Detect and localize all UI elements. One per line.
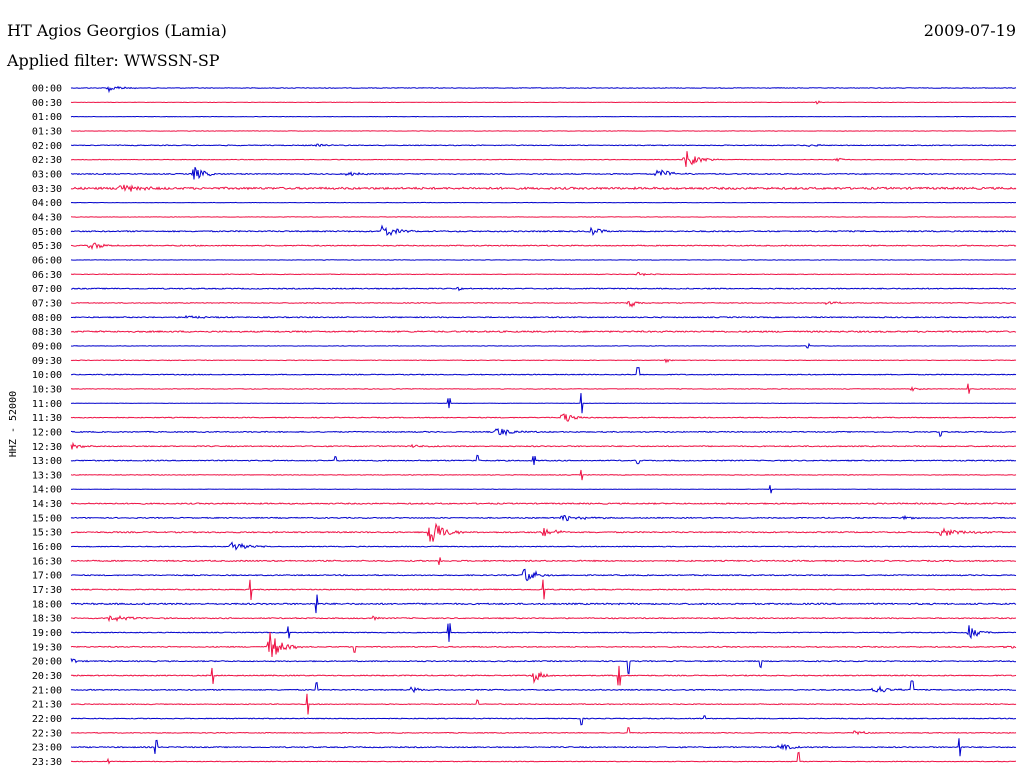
record-date: 2009-07-19 — [924, 21, 1016, 40]
row-label: 17:30 — [32, 585, 62, 596]
row-label: 21:00 — [32, 685, 62, 696]
trace-line — [70, 413, 1017, 422]
row-label: 18:30 — [32, 614, 62, 625]
trace-line — [70, 224, 1017, 237]
row-label: 21:30 — [32, 700, 62, 711]
filter-label: Applied filter: WWSSN-SP — [6, 51, 220, 70]
row-label: 16:30 — [32, 556, 62, 567]
trace-line — [70, 441, 1016, 450]
row-label: 07:30 — [32, 298, 62, 309]
row-label: 19:00 — [32, 628, 62, 639]
trace-line — [70, 680, 1017, 694]
row-label: 03:00 — [32, 170, 62, 181]
trace-line — [70, 514, 1017, 522]
row-label: 12:00 — [32, 427, 62, 438]
trace-line — [70, 393, 1017, 414]
row-label: 06:30 — [32, 270, 62, 281]
trace-line — [70, 454, 1016, 465]
row-label: 13:00 — [32, 456, 62, 467]
row-label: 01:30 — [32, 127, 62, 138]
trace-line — [70, 151, 1017, 167]
y-axis-label: HHZ - 52000 — [8, 391, 19, 457]
trace-line — [70, 342, 1017, 349]
trace-line — [70, 623, 1017, 642]
trace-line — [70, 579, 1017, 601]
trace-line — [70, 330, 1017, 334]
row-label: 05:30 — [32, 241, 62, 252]
trace-line — [70, 485, 1017, 494]
trace-line — [70, 242, 1017, 251]
trace-line — [70, 469, 1017, 481]
trace-line — [70, 271, 1017, 277]
row-label: 08:30 — [32, 327, 62, 338]
row-label: 12:30 — [32, 442, 62, 453]
trace-line — [70, 383, 1017, 394]
row-label: 07:00 — [32, 284, 62, 295]
trace-line — [70, 658, 1017, 675]
trace-line — [70, 693, 1017, 715]
trace-line — [70, 100, 1017, 105]
row-label: 13:30 — [32, 470, 62, 481]
trace-line — [70, 184, 1017, 192]
row-label: 00:00 — [32, 84, 62, 95]
trace-line — [71, 143, 1017, 148]
row-label: 23:00 — [32, 743, 62, 754]
row-label: 22:00 — [32, 714, 62, 725]
row-label: 05:00 — [32, 227, 62, 238]
trace-line — [71, 541, 1017, 551]
row-label: 15:30 — [32, 528, 62, 539]
trace-line — [70, 522, 1017, 542]
row-label: 14:00 — [32, 485, 62, 496]
row-label: 14:30 — [32, 499, 62, 510]
trace-line — [70, 286, 1016, 292]
trace-line — [70, 557, 1017, 566]
row-label: 10:30 — [32, 384, 62, 395]
trace-line — [70, 367, 1017, 376]
trace-line — [70, 594, 1017, 614]
trace-line — [70, 751, 1016, 765]
trace-group — [70, 85, 1017, 765]
row-label: 02:00 — [32, 141, 62, 152]
row-label: 03:30 — [32, 184, 62, 195]
trace-line — [70, 727, 1017, 736]
row-label: 20:30 — [32, 671, 62, 682]
row-label: 02:30 — [32, 155, 62, 166]
trace-line — [70, 314, 1017, 319]
row-label: 00:30 — [32, 98, 62, 109]
trace-line — [70, 85, 1017, 94]
row-label: 11:00 — [32, 399, 62, 410]
trace-line — [70, 358, 1017, 364]
trace-line — [70, 665, 1017, 686]
row-label: 01:00 — [32, 112, 62, 123]
row-label: 09:00 — [32, 341, 62, 352]
row-label: 04:00 — [32, 198, 62, 209]
station-title: HT Agios Georgios (Lamia) — [7, 21, 227, 40]
row-label: 20:00 — [32, 657, 62, 668]
trace-line — [70, 427, 1017, 438]
trace-line — [70, 631, 1017, 658]
row-label: 15:00 — [32, 513, 62, 524]
trace-line — [70, 502, 1016, 505]
trace-line — [71, 715, 1016, 726]
row-label: 18:00 — [32, 599, 62, 610]
row-label: 04:30 — [32, 213, 62, 224]
trace-line — [70, 614, 1016, 623]
row-label: 11:30 — [32, 413, 62, 424]
row-label: 16:00 — [32, 542, 62, 553]
row-label: 08:00 — [32, 313, 62, 324]
row-label: 09:30 — [32, 356, 62, 367]
trace-line — [70, 301, 1017, 308]
row-label: 06:00 — [32, 256, 62, 267]
row-label: 22:30 — [32, 728, 62, 739]
row-label: 19:30 — [32, 642, 62, 653]
row-label: 10:00 — [32, 370, 62, 381]
row-label-group: 00:00 00:30 01:00 01:30 02:00 02:30 03:00 03:30… — [32, 84, 62, 769]
trace-line — [70, 167, 1017, 180]
trace-line — [70, 568, 1017, 582]
row-label: 23:30 — [32, 757, 62, 768]
row-label: 17:00 — [32, 571, 62, 582]
trace-line — [70, 738, 1017, 757]
